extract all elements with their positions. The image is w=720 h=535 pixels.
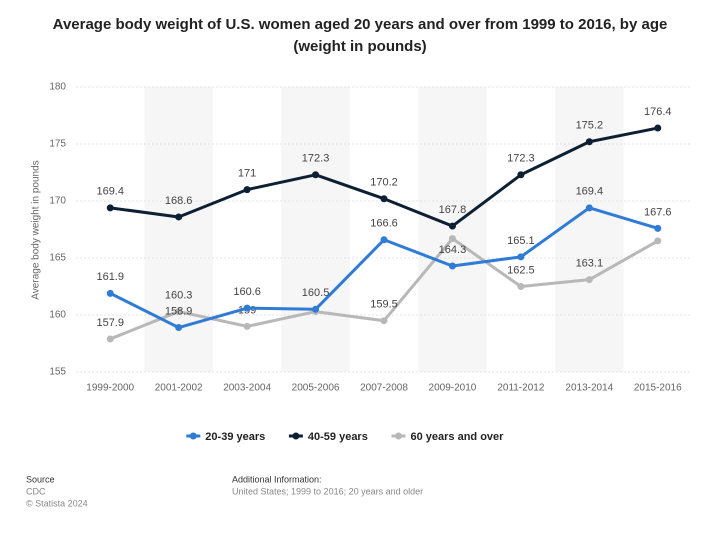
data-point [380,195,388,203]
data-label: 160.3 [165,289,193,301]
legend-label: 20-39 years [205,431,265,443]
chart-title: Average body weight of U.S. women aged 2… [52,16,668,55]
legend-label: 40-59 years [308,431,368,443]
x-tick-label: 2003-2004 [223,383,271,394]
data-point [380,317,388,325]
data-point [517,171,525,179]
x-tick-label: 2011-2012 [497,383,545,394]
data-point [585,276,593,284]
info-title: Additional Information: [232,474,322,484]
data-point [175,308,183,316]
data-point [585,138,593,146]
legend-label: 60 years and over [411,431,505,443]
data-label: 160.5 [302,287,330,299]
legend-marker [189,432,197,440]
y-tick-label: 170 [49,196,66,207]
data-point [517,283,525,290]
data-label: 167.8 [439,204,467,216]
data-point [243,304,251,312]
data-point [448,222,456,230]
data-point [654,124,662,132]
data-label: 166.6 [370,218,398,230]
data-label: 161.9 [96,271,124,283]
data-point [517,253,525,261]
data-point [312,305,320,313]
data-label: 157.9 [96,317,124,329]
data-point [175,213,183,221]
data-label: 172.3 [302,153,330,165]
legend-marker [395,432,402,440]
y-tick-label: 180 [49,82,66,93]
data-label: 163.1 [576,258,604,270]
x-tick-label: 2009-2010 [429,383,477,394]
data-label: 176.4 [644,106,672,118]
y-tick-label: 175 [49,139,66,150]
data-label: 167.6 [644,206,672,218]
data-label: 162.5 [507,264,535,276]
x-tick-label: 2005-2006 [292,383,340,394]
column-band [281,87,350,372]
data-point [654,224,662,232]
y-tick-label: 165 [49,253,66,264]
y-tick-label: 160 [49,310,66,321]
data-point [448,262,456,270]
data-label: 160.6 [233,286,261,298]
data-label: 175.2 [576,120,604,132]
legend-marker [292,432,300,440]
copyright: © Statista 2024 [26,498,88,508]
data-label: 170.2 [370,177,398,189]
data-label: 159.5 [370,299,398,311]
y-axis-label: Average body weight in pounds [31,160,42,299]
data-label: 169.4 [96,186,124,198]
info: United States; 1999 to 2016; 20 years an… [232,486,423,496]
data-point [654,237,662,245]
data-point [175,324,183,332]
data-label: 164.3 [439,244,467,256]
data-point [106,204,114,212]
data-point [106,289,114,297]
data-point [585,204,593,212]
x-tick-label: 1999-2000 [86,383,134,394]
data-label: 172.3 [507,153,535,165]
x-tick-label: 2001-2002 [155,383,203,394]
data-point [448,235,456,243]
data-point [106,335,114,343]
data-point [243,322,251,330]
source: CDC [26,486,46,496]
x-tick-label: 2013-2014 [565,383,613,394]
column-band [555,87,624,372]
data-label: 158.9 [165,305,193,317]
data-point [312,171,320,179]
data-label: 169.4 [576,186,604,198]
data-label: 168.6 [165,195,193,207]
data-point [243,186,251,194]
data-label: 165.1 [507,235,535,247]
data-point [380,236,388,244]
source-title: Source [26,474,55,484]
y-tick-label: 155 [49,367,66,378]
data-label: 171 [238,168,256,180]
x-tick-label: 2015-2016 [634,383,682,394]
x-tick-label: 2007-2008 [360,383,408,394]
